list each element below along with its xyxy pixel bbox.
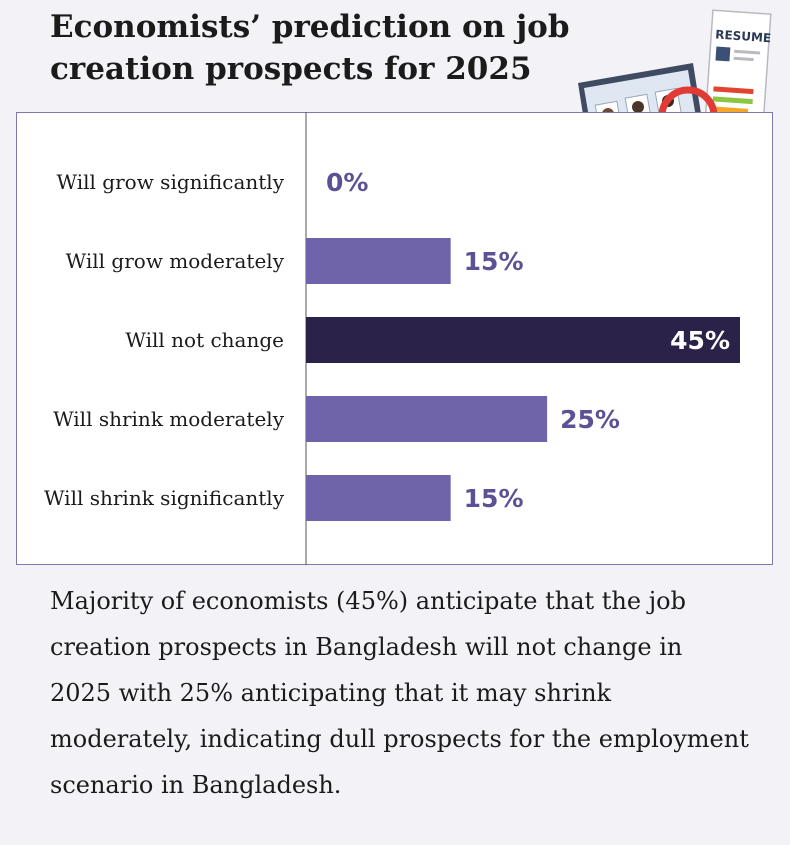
category-label-will-shrink-significantly: Will shrink significantly: [44, 486, 285, 510]
value-label-will-not-change: 45%: [670, 326, 730, 355]
resume-label: RESUME: [715, 27, 772, 45]
value-label-will-grow-significantly: 0%: [326, 168, 368, 197]
bar-will-shrink-significantly: [306, 475, 451, 521]
value-label-will-grow-moderately: 15%: [464, 247, 524, 276]
chart-caption: Majority of economists (45%) anticipate …: [50, 587, 749, 799]
bars-layer: Will grow significantly 0% Will grow moder…: [44, 168, 740, 521]
value-label-will-shrink-significantly: 15%: [464, 484, 524, 513]
bar-will-not-change: [306, 317, 740, 363]
category-label-will-not-change: Will not change: [125, 328, 284, 352]
category-label-will-grow-significantly: Will grow significantly: [57, 170, 285, 194]
bar-will-grow-moderately: [306, 238, 451, 284]
bar-will-shrink-moderately: [306, 396, 548, 442]
category-label-will-grow-moderately: Will grow moderately: [66, 249, 285, 273]
bar-chart: Will grow significantly 0% Will grow moder…: [16, 112, 773, 565]
chart-title: Economists’ prediction on job creation p…: [50, 9, 570, 87]
category-label-will-shrink-moderately: Will shrink moderately: [53, 407, 285, 431]
value-label-will-shrink-moderately: 25%: [560, 405, 620, 434]
